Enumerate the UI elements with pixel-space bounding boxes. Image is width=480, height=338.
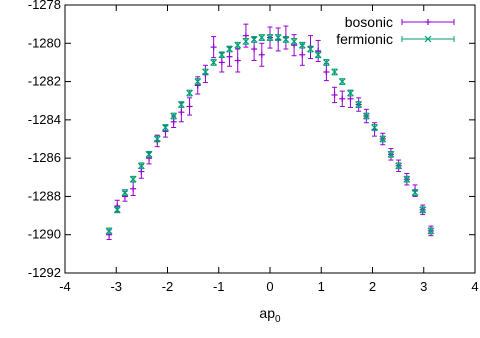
fermionic-marker xyxy=(411,189,419,197)
x-tick-label: 2 xyxy=(369,279,376,294)
fermionic-marker xyxy=(282,36,290,43)
y-axis-ticks: -1292 -1290 -1288 -1286 -1284 -1282 -1280 -1278 xyxy=(28,0,475,280)
fermionic-marker xyxy=(274,34,282,41)
series-layer xyxy=(105,23,435,240)
fermionic-marker xyxy=(145,150,153,158)
bosonic-marker xyxy=(218,59,225,66)
bosonic-marker xyxy=(186,103,193,110)
fermionic-marker xyxy=(129,175,137,183)
x-tick-label: 4 xyxy=(471,279,478,294)
y-tick-label: -1290 xyxy=(28,227,61,242)
y-tick-label: -1286 xyxy=(28,150,61,165)
fermionic-marker xyxy=(177,101,185,108)
x-axis-label-main: ap xyxy=(259,305,275,321)
fermionic-marker xyxy=(314,51,322,59)
fermionic-marker xyxy=(242,37,250,45)
fermionic-marker xyxy=(371,124,378,131)
bosonic-marker xyxy=(210,44,217,51)
fermionic-marker xyxy=(250,36,258,43)
bosonic-marker xyxy=(130,185,137,192)
bosonic-marker xyxy=(299,51,306,58)
fermionic-marker xyxy=(194,78,202,85)
y-tick-label: -1284 xyxy=(28,112,61,127)
fermionic-marker xyxy=(427,227,435,235)
fermionic-marker xyxy=(218,51,226,59)
fermionic-marker xyxy=(395,162,403,170)
y-tick-label: -1280 xyxy=(28,35,61,50)
y-tick-label: -1278 xyxy=(28,0,61,12)
fermionic-marker xyxy=(202,68,209,76)
x-tick-label: 0 xyxy=(266,279,273,294)
fermionic-marker xyxy=(290,37,298,45)
fermionic-marker xyxy=(226,45,233,53)
fermionic-marker xyxy=(338,78,346,85)
bosonic-marker xyxy=(258,51,265,58)
fermionic-marker xyxy=(105,227,113,235)
bosonic-marker xyxy=(339,95,346,102)
fermionic-marker xyxy=(403,175,411,183)
x-tick-label: -4 xyxy=(59,279,71,294)
bosonic-marker xyxy=(138,168,145,175)
bosonic-marker xyxy=(178,109,185,116)
bosonic-marker xyxy=(170,118,177,125)
fermionic-marker xyxy=(419,206,427,214)
x-axis-ticks: -4 -3 -2 -1 0 1 2 3 4 xyxy=(59,5,479,294)
fermionic-marker xyxy=(210,59,218,66)
x-tick-label: -3 xyxy=(110,279,122,294)
fermionic-marker xyxy=(186,89,193,97)
fermionic-marker xyxy=(162,124,169,131)
fermionic-marker xyxy=(153,135,161,143)
x-tick-label: -1 xyxy=(213,279,225,294)
x-tick-label: 3 xyxy=(420,279,427,294)
fermionic-marker xyxy=(355,101,363,108)
fermionic-marker xyxy=(170,112,178,120)
y-tick-label: -1282 xyxy=(28,74,61,89)
fermionic-marker xyxy=(362,112,370,120)
fermionic-marker xyxy=(379,135,387,143)
bosonic-marker xyxy=(226,53,233,60)
legend-bosonic-marker xyxy=(425,19,431,25)
fermionic-marker xyxy=(307,45,314,53)
legend-fermionic-marker xyxy=(424,35,432,43)
bosonic-marker xyxy=(331,91,338,98)
series-bosonic xyxy=(106,23,434,240)
fermionic-marker xyxy=(347,89,354,97)
legend-item-bosonic: bosonic xyxy=(345,14,455,30)
y-tick-label: -1292 xyxy=(28,265,61,280)
fermionic-marker xyxy=(137,162,145,170)
fermionic-marker xyxy=(298,41,306,49)
bosonic-marker xyxy=(323,69,330,75)
fermionic-marker xyxy=(322,59,330,66)
x-axis-label-subscript: 0 xyxy=(275,314,281,325)
x-axis-label: ap0 xyxy=(259,305,281,325)
fermionic-marker xyxy=(387,150,395,158)
series-fermionic xyxy=(105,34,435,235)
legend-label: fermionic xyxy=(336,31,393,47)
fermionic-marker xyxy=(258,34,266,41)
fermionic-marker xyxy=(121,189,129,197)
fermionic-marker xyxy=(266,34,274,41)
y-tick-label: -1288 xyxy=(28,188,61,203)
legend-item-fermionic: fermionic xyxy=(336,31,455,47)
bosonic-marker xyxy=(251,46,258,53)
fermionic-marker xyxy=(331,68,338,76)
bosonic-marker xyxy=(234,57,241,64)
legend-label: bosonic xyxy=(345,14,393,30)
x-tick-label: -2 xyxy=(162,279,174,294)
fermionic-marker xyxy=(113,206,121,214)
bosonic-marker xyxy=(347,95,354,102)
bosonic-marker xyxy=(242,32,249,39)
x-tick-label: 1 xyxy=(318,279,325,294)
fermionic-marker xyxy=(234,41,242,49)
